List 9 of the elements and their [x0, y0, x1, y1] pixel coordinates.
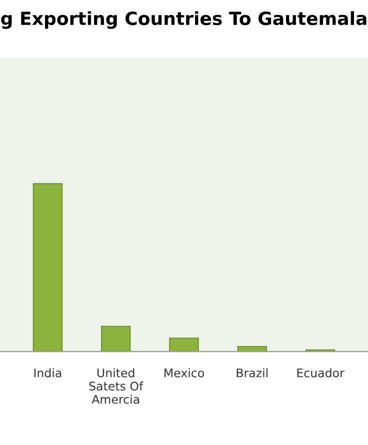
- bar: [169, 338, 199, 352]
- x-tick-label: United Satets Of Amercia: [89, 368, 144, 404]
- x-tick-label: Ecuador: [297, 368, 344, 378]
- bar: [100, 326, 131, 352]
- x-tick-label: Brazil: [236, 368, 268, 378]
- x-tick-label: Mexico: [164, 368, 204, 378]
- x-tick-label: India: [34, 368, 62, 378]
- bar: [32, 183, 63, 352]
- chart-title: g Exporting Countries To Gautemala: [1, 11, 366, 29]
